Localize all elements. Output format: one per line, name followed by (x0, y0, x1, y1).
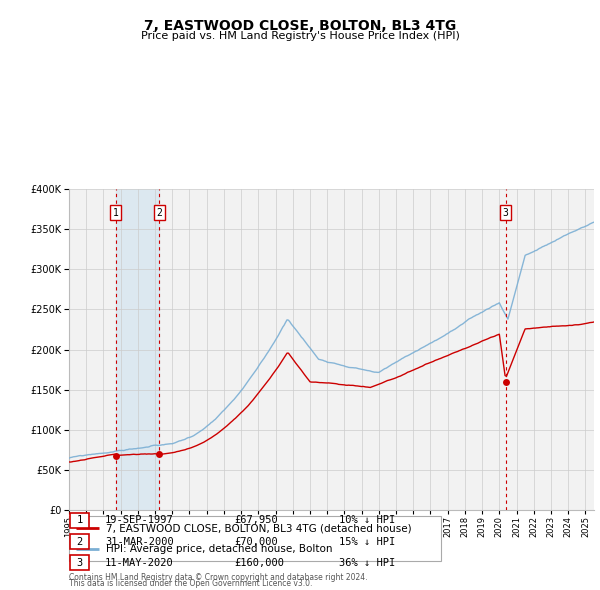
Text: 19-SEP-1997: 19-SEP-1997 (105, 516, 174, 525)
Text: 2: 2 (157, 208, 163, 218)
Text: 31-MAR-2000: 31-MAR-2000 (105, 537, 174, 546)
Text: Contains HM Land Registry data © Crown copyright and database right 2024.: Contains HM Land Registry data © Crown c… (69, 573, 367, 582)
Bar (116, 189, 160, 510)
Text: 36% ↓ HPI: 36% ↓ HPI (339, 558, 395, 568)
Text: 3: 3 (76, 558, 83, 568)
Text: 1: 1 (76, 516, 83, 525)
Text: 7, EASTWOOD CLOSE, BOLTON, BL3 4TG (detached house): 7, EASTWOOD CLOSE, BOLTON, BL3 4TG (deta… (106, 523, 412, 533)
Text: 2: 2 (76, 537, 83, 546)
Text: £160,000: £160,000 (234, 558, 284, 568)
Text: Price paid vs. HM Land Registry's House Price Index (HPI): Price paid vs. HM Land Registry's House … (140, 31, 460, 41)
Text: 1: 1 (113, 208, 119, 218)
Text: This data is licensed under the Open Government Licence v3.0.: This data is licensed under the Open Gov… (69, 579, 313, 588)
Text: 15% ↓ HPI: 15% ↓ HPI (339, 537, 395, 546)
Text: 11-MAY-2020: 11-MAY-2020 (105, 558, 174, 568)
Text: 7, EASTWOOD CLOSE, BOLTON, BL3 4TG: 7, EASTWOOD CLOSE, BOLTON, BL3 4TG (144, 19, 456, 34)
Text: HPI: Average price, detached house, Bolton: HPI: Average price, detached house, Bolt… (106, 543, 332, 553)
Text: £70,000: £70,000 (234, 537, 278, 546)
Text: 10% ↓ HPI: 10% ↓ HPI (339, 516, 395, 525)
Text: £67,950: £67,950 (234, 516, 278, 525)
Text: 3: 3 (503, 208, 508, 218)
